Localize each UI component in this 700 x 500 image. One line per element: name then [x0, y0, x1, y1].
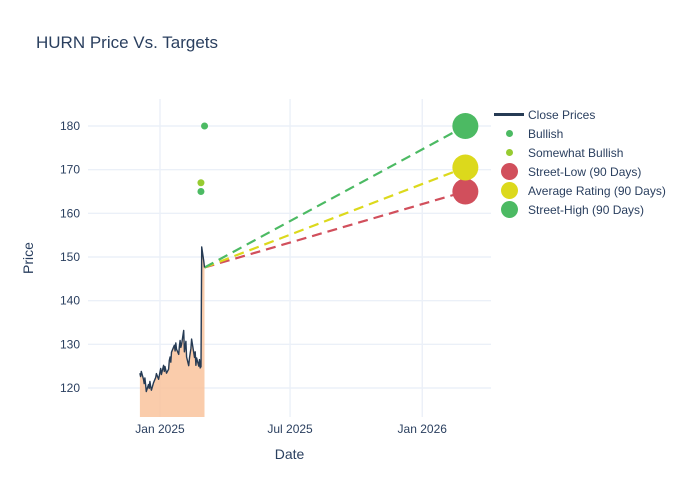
legend-item-somewhat-bullish[interactable]: Somewhat Bullish	[490, 143, 666, 162]
legend-label: Average Rating (90 Days)	[528, 183, 666, 198]
x-tick-label: Jan 2026	[398, 422, 448, 436]
legend-item-street-low[interactable]: Street-Low (90 Days)	[490, 162, 666, 181]
legend-item-street-high[interactable]: Street-High (90 Days)	[490, 200, 666, 219]
target-marker[interactable]	[452, 113, 479, 139]
close-prices-line	[139, 246, 206, 393]
average-rating-circle-icon	[490, 182, 528, 199]
legend-label: Somewhat Bullish	[528, 145, 624, 160]
legend-item-bullish[interactable]: Bullish	[490, 124, 666, 143]
x-tick-label: Jul 2025	[267, 422, 313, 436]
target-dashed-line	[204, 125, 466, 269]
street-high-circle-icon	[490, 201, 528, 218]
legend-item-close-prices[interactable]: Close Prices	[490, 105, 666, 124]
legend-label: Close Prices	[528, 107, 596, 122]
close-prices-line-icon	[490, 113, 528, 116]
target-marker[interactable]	[452, 178, 479, 205]
somewhat-bullish-dot-icon	[490, 149, 528, 156]
chart-title: HURN Price Vs. Targets	[36, 33, 219, 52]
x-tick-label: Jan 2025	[135, 422, 185, 436]
y-tick-label: 170	[60, 163, 80, 177]
y-tick-label: 160	[60, 206, 80, 220]
y-tick-label: 150	[60, 250, 80, 264]
rating-dot[interactable]	[197, 179, 205, 187]
legend: Close Prices Bullish Somewhat Bullish St…	[490, 105, 666, 219]
legend-label: Street-High (90 Days)	[528, 202, 645, 217]
street-low-circle-icon	[490, 163, 528, 180]
target-dashed-line	[204, 166, 466, 269]
y-tick-label: 180	[60, 119, 80, 133]
y-axis-title: Price	[20, 242, 36, 274]
legend-item-average-rating[interactable]: Average Rating (90 Days)	[490, 181, 666, 200]
legend-label: Street-Low (90 Days)	[528, 164, 642, 179]
y-tick-label: 120	[60, 381, 80, 395]
bullish-dot-icon	[490, 130, 528, 137]
y-tick-label: 130	[60, 337, 80, 351]
target-marker[interactable]	[452, 154, 479, 181]
rating-dot[interactable]	[201, 122, 209, 130]
x-axis-title: Date	[274, 446, 305, 462]
rating-dot[interactable]	[197, 188, 205, 195]
y-tick-label: 140	[60, 294, 80, 308]
target-dashed-line	[204, 190, 466, 269]
close-prices-area	[139, 247, 205, 417]
legend-label: Bullish	[528, 126, 564, 141]
